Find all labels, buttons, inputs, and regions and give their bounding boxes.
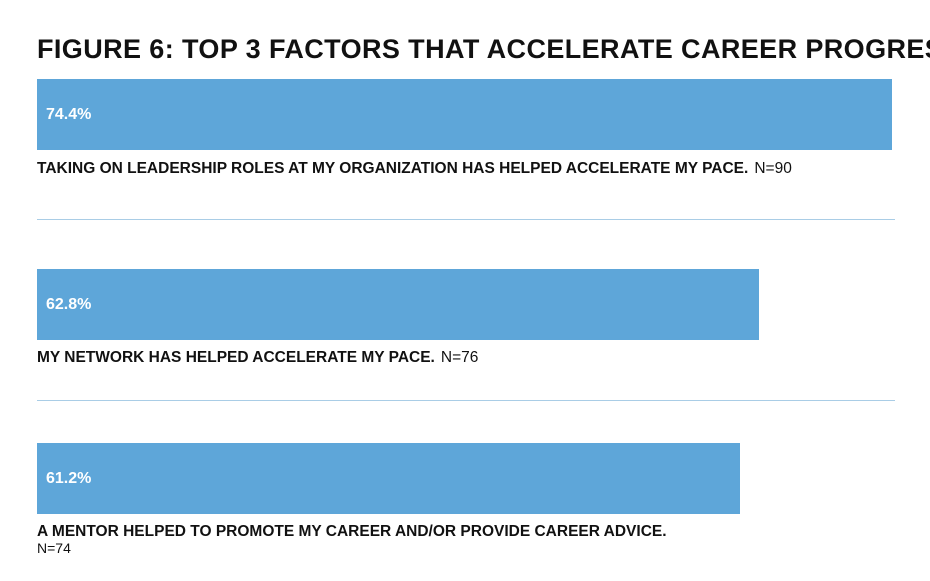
sample-size-label: N=90 bbox=[754, 160, 792, 177]
category-label-network: MY NETWORK HAS HELPED ACCELERATE MY PACE… bbox=[37, 349, 478, 367]
category-text: A MENTOR HELPED TO PROMOTE MY CAREER AND… bbox=[37, 523, 667, 540]
bar-value-label: 74.4% bbox=[46, 105, 92, 123]
category-text: TAKING ON LEADERSHIP ROLES AT MY ORGANIZ… bbox=[37, 160, 749, 177]
section-divider bbox=[37, 219, 895, 220]
bar-network: 62.8% bbox=[37, 269, 759, 340]
bar-leadership-roles: 74.4% bbox=[37, 79, 892, 150]
sample-size-label: N=74 bbox=[37, 540, 71, 556]
bar-value-label: 61.2% bbox=[46, 469, 92, 487]
sample-size-label: N=76 bbox=[440, 349, 479, 366]
category-text: MY NETWORK HAS HELPED ACCELERATE MY PACE… bbox=[37, 349, 435, 366]
bar-value-label: 62.8% bbox=[46, 295, 92, 313]
category-label-mentor: A MENTOR HELPED TO PROMOTE MY CAREER AND… bbox=[37, 523, 667, 541]
section-divider bbox=[37, 400, 895, 401]
chart-title: FIGURE 6: TOP 3 FACTORS THAT ACCELERATE … bbox=[37, 34, 930, 64]
category-label-leadership-roles: TAKING ON LEADERSHIP ROLES AT MY ORGANIZ… bbox=[37, 160, 792, 178]
bar-mentor: 61.2% bbox=[37, 443, 740, 514]
